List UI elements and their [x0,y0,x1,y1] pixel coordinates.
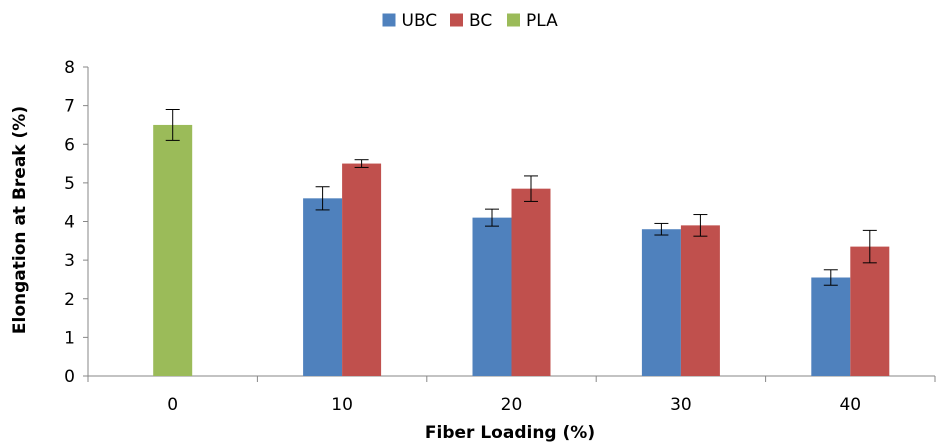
y-tick-label: 6 [64,135,75,155]
bar-bc-40 [850,246,890,376]
legend-swatch-pla [507,13,520,27]
y-axis: 0 1 2 3 4 5 6 7 8 [64,58,89,387]
y-tick-label: 7 [64,97,75,117]
x-tick-label: 0 [167,395,178,415]
x-tick-label: 10 [331,395,353,415]
legend-label-ubc: UBC [402,11,438,31]
bar-bc-20 [511,188,551,376]
y-tick-label: 3 [64,251,75,271]
bar-bc-30 [680,225,720,376]
bar-bc-10 [342,163,382,376]
x-axis-title: Fiber Loading (%) [425,423,595,443]
legend-label-bc: BC [469,11,492,31]
legend-label-pla: PLA [526,11,558,31]
legend-swatch-bc [450,13,463,27]
y-tick-label: 2 [64,290,75,310]
legend-swatch-ubc [382,13,396,27]
x-axis: 0 10 20 30 40 [87,375,936,415]
x-tick-label: 40 [839,395,861,415]
y-tick-label: 8 [64,58,75,78]
bar-ubc-30 [641,229,681,376]
y-tick-label: 1 [64,328,75,348]
x-tick-label: 30 [670,395,692,415]
y-tick-label: 4 [64,213,75,233]
bars [153,124,890,376]
bar-ubc-40 [811,277,851,376]
bar-pla-0 [153,124,193,376]
error-bars [165,108,877,286]
bar-ubc-10 [303,198,343,376]
legend: UBC BC PLA [382,11,558,31]
y-tick-label: 0 [64,367,75,387]
y-tick-label: 5 [64,174,75,194]
y-axis-title: Elongation at Break (%) [10,106,30,334]
bar-ubc-20 [472,217,512,376]
x-tick-label: 20 [501,395,523,415]
